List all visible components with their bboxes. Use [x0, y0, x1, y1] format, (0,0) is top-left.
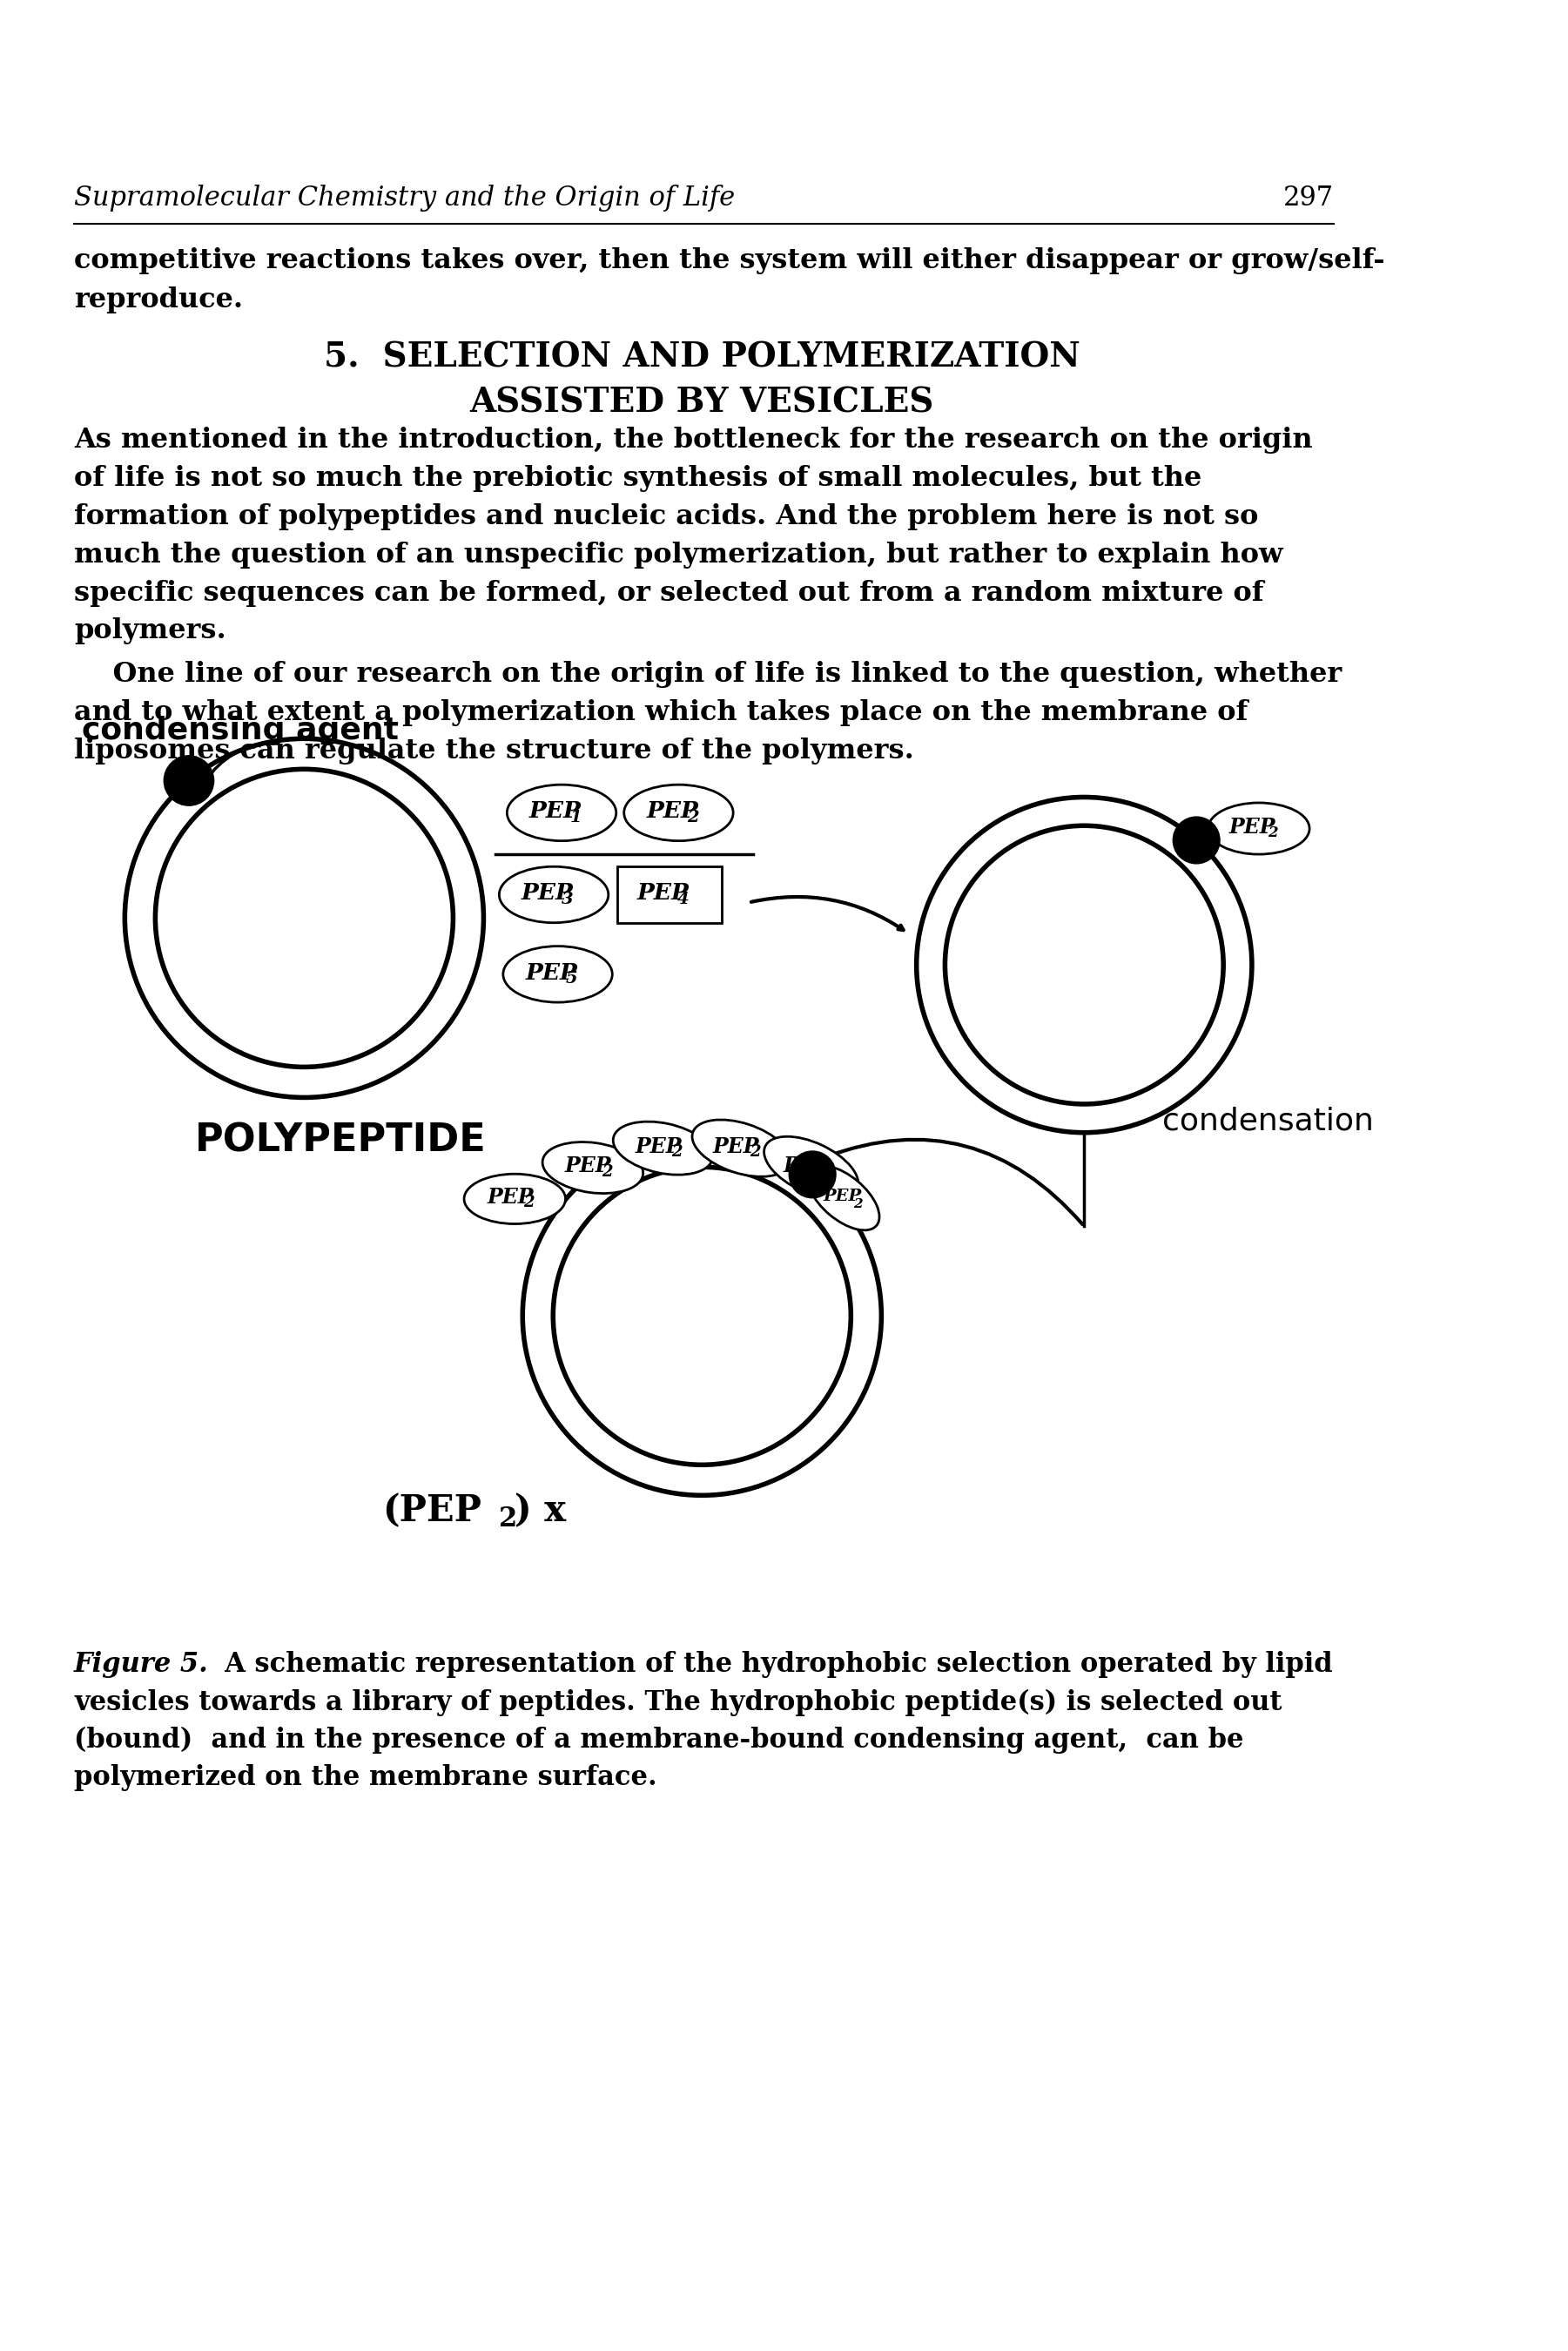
- Text: ASSISTED BY VESICLES: ASSISTED BY VESICLES: [470, 386, 935, 418]
- Ellipse shape: [499, 868, 608, 922]
- Ellipse shape: [503, 945, 612, 1002]
- Circle shape: [1173, 816, 1220, 863]
- Text: of life is not so much the prebiotic synthesis of small molecules, but the: of life is not so much the prebiotic syn…: [74, 465, 1201, 491]
- Text: PEP: PEP: [564, 1157, 612, 1176]
- Text: specific sequences can be formed, or selected out from a random mixture of: specific sequences can be formed, or sel…: [74, 578, 1264, 607]
- Text: 5: 5: [566, 971, 577, 987]
- Text: polymerized on the membrane surface.: polymerized on the membrane surface.: [74, 1763, 657, 1791]
- Text: liposomes can regulate the structure of the polymers.: liposomes can regulate the structure of …: [74, 738, 914, 764]
- Text: (bound)  and in the presence of a membrane-bound condensing agent,  can be: (bound) and in the presence of a membran…: [74, 1726, 1243, 1754]
- Ellipse shape: [764, 1136, 858, 1199]
- Text: 2: 2: [499, 1505, 517, 1533]
- Text: Figure 5.: Figure 5.: [74, 1650, 209, 1679]
- Text: 2: 2: [820, 1164, 831, 1180]
- Text: condensing agent: condensing agent: [82, 717, 398, 745]
- Circle shape: [789, 1152, 836, 1199]
- Text: 3: 3: [561, 891, 574, 907]
- Text: formation of polypeptides and nucleic acids. And the problem here is not so: formation of polypeptides and nucleic ac…: [74, 503, 1259, 529]
- Text: 4: 4: [677, 891, 690, 907]
- Text: reproduce.: reproduce.: [74, 287, 243, 313]
- Text: ) x: ) x: [514, 1493, 566, 1528]
- Ellipse shape: [613, 1121, 713, 1176]
- Text: PEP: PEP: [1229, 816, 1276, 837]
- Text: 2: 2: [602, 1164, 612, 1180]
- Text: 2: 2: [671, 1145, 682, 1159]
- Ellipse shape: [1207, 802, 1309, 853]
- Ellipse shape: [808, 1166, 880, 1230]
- Text: PEP: PEP: [522, 882, 574, 905]
- Text: A schematic representation of the hydrophobic selection operated by lipid: A schematic representation of the hydrop…: [207, 1650, 1333, 1679]
- Text: 297: 297: [1283, 186, 1334, 212]
- Text: 2: 2: [1269, 825, 1278, 842]
- Text: One line of our research on the origin of life is linked to the question, whethe: One line of our research on the origin o…: [74, 661, 1342, 686]
- Text: PEP: PEP: [486, 1187, 533, 1208]
- Ellipse shape: [624, 785, 734, 842]
- Text: 2: 2: [524, 1194, 535, 1211]
- Circle shape: [165, 755, 213, 806]
- Text: much the question of an unspecific polymerization, but rather to explain how: much the question of an unspecific polym…: [74, 541, 1283, 569]
- Text: PEP: PEP: [823, 1190, 861, 1204]
- Text: 2: 2: [687, 809, 699, 825]
- Text: PEP: PEP: [637, 882, 688, 905]
- Text: and to what extent a polymerization which takes place on the membrane of: and to what extent a polymerization whic…: [74, 698, 1248, 726]
- Text: competitive reactions takes over, then the system will either disappear or grow/: competitive reactions takes over, then t…: [74, 247, 1385, 275]
- Ellipse shape: [691, 1119, 790, 1176]
- Text: PEP: PEP: [635, 1136, 682, 1157]
- Ellipse shape: [464, 1173, 566, 1225]
- Text: POLYPEPTIDE: POLYPEPTIDE: [194, 1121, 486, 1159]
- FancyBboxPatch shape: [616, 868, 721, 922]
- Text: vesicles towards a library of peptides. The hydrophobic peptide(s) is selected o: vesicles towards a library of peptides. …: [74, 1688, 1283, 1716]
- Text: 5.  SELECTION AND POLYMERIZATION: 5. SELECTION AND POLYMERIZATION: [325, 341, 1080, 374]
- Text: PEP: PEP: [784, 1157, 829, 1176]
- Text: 2: 2: [853, 1199, 862, 1211]
- Text: PEP: PEP: [525, 962, 577, 983]
- Text: PEP: PEP: [646, 799, 698, 823]
- Text: polymers.: polymers.: [74, 618, 226, 644]
- Text: 2: 2: [750, 1145, 760, 1159]
- Text: As mentioned in the introduction, the bottleneck for the research on the origin: As mentioned in the introduction, the bo…: [74, 426, 1312, 454]
- Ellipse shape: [543, 1143, 643, 1194]
- Text: PEP: PEP: [713, 1136, 759, 1157]
- Text: (PEP: (PEP: [383, 1493, 481, 1528]
- Text: PEP: PEP: [530, 799, 582, 823]
- Text: condensation: condensation: [1162, 1105, 1374, 1136]
- Text: Supramolecular Chemistry and the Origin of Life: Supramolecular Chemistry and the Origin …: [74, 186, 735, 212]
- Text: 1: 1: [569, 809, 582, 825]
- Ellipse shape: [506, 785, 616, 842]
